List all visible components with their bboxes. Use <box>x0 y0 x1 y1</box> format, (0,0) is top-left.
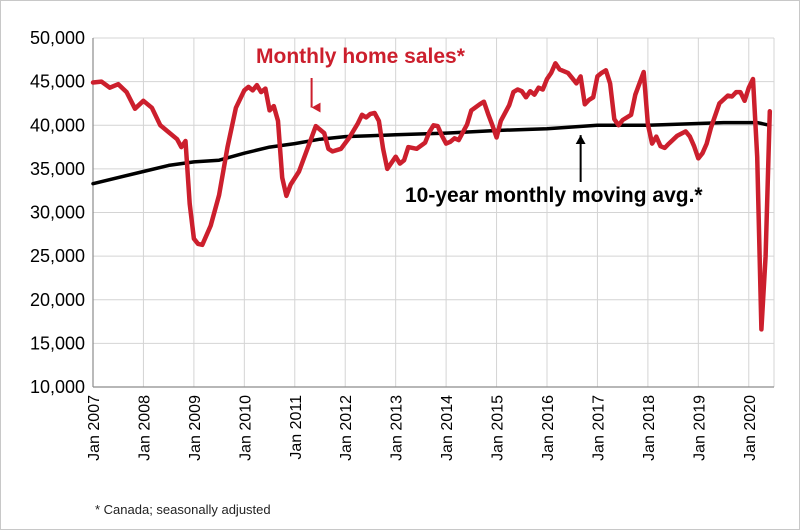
x-axis-tick-labels: Jan 2007 Jan 2008 Jan 2009 Jan 2010 Jan 2011… <box>86 395 759 461</box>
y-tick-label: 25,000 <box>30 246 85 266</box>
x-tick-label: Jan 2012 <box>338 395 355 461</box>
x-tick-label: Jan 2020 <box>742 395 759 461</box>
x-tick-label: Jan 2015 <box>490 395 507 461</box>
y-tick-label: 40,000 <box>30 115 85 135</box>
y-tick-label: 50,000 <box>30 28 85 48</box>
moving-avg-annotation-label: 10-year monthly moving avg.* <box>405 184 703 207</box>
x-tick-label: Jan 2007 <box>86 395 103 461</box>
x-tick-label: Jan 2014 <box>439 395 456 461</box>
sales-line <box>90 61 773 332</box>
x-tick-label: Jan 2016 <box>540 395 557 461</box>
x-tick-label: Jan 2018 <box>641 395 658 461</box>
x-tick-label: Jan 2011 <box>288 395 305 460</box>
x-tick-label: Jan 2013 <box>389 395 406 461</box>
footnote: * Canada; seasonally adjusted <box>95 502 271 517</box>
y-tick-label: 35,000 <box>30 159 85 179</box>
x-tick-label: Jan 2019 <box>691 395 708 461</box>
grid-lines <box>92 37 775 388</box>
y-tick-label: 10,000 <box>30 377 85 397</box>
y-tick-label: 30,000 <box>30 203 85 223</box>
y-tick-label: 45,000 <box>30 72 85 92</box>
series-lines <box>90 61 773 332</box>
x-tick-label: Jan 2008 <box>136 395 153 461</box>
x-tick-label: Jan 2017 <box>590 395 607 461</box>
x-tick-label: Jan 2010 <box>237 395 254 461</box>
sales-annotation-label: Monthly home sales* <box>256 45 466 68</box>
y-tick-label: 20,000 <box>30 290 85 310</box>
x-tick-label: Jan 2009 <box>187 395 204 461</box>
y-axis-tick-labels: 10,000 15,000 20,000 25,000 30,000 35,000 40,0… <box>30 28 85 397</box>
y-tick-label: 15,000 <box>30 333 85 353</box>
moving-avg-line <box>91 120 772 186</box>
